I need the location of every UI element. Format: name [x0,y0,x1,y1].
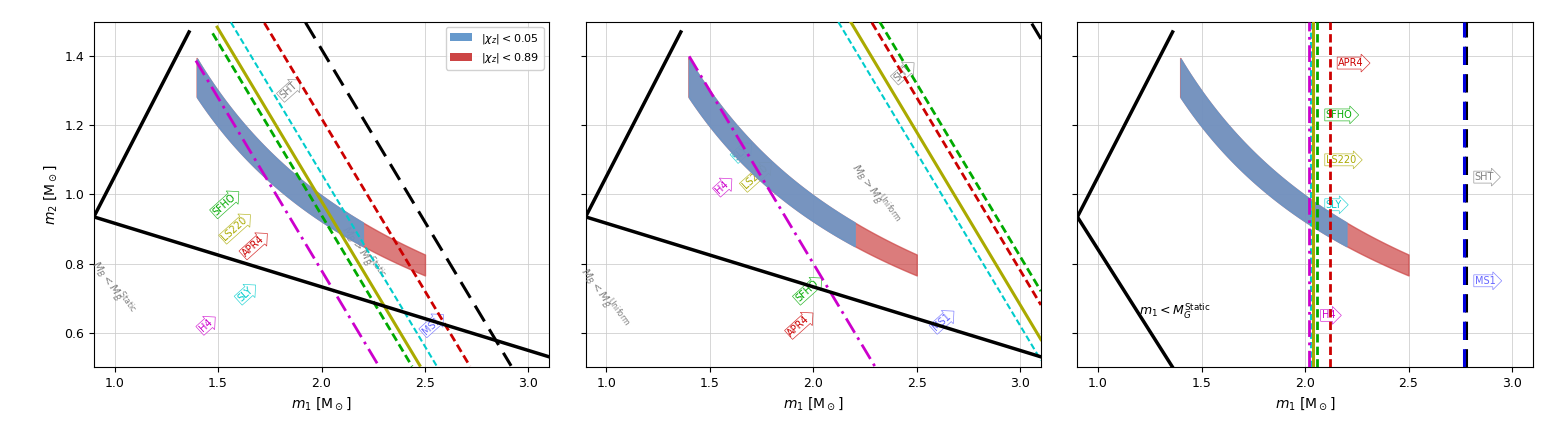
Text: H4: H4 [1322,310,1336,321]
Text: SLY: SLY [732,144,751,162]
Text: MS1: MS1 [421,315,443,337]
Text: SHT: SHT [891,63,913,84]
Text: SLY: SLY [1326,200,1342,210]
Text: SFHO: SFHO [795,279,821,304]
Text: SHT: SHT [1475,172,1494,182]
Text: $M_B > M_B^{\mathrm{Uniform}}$: $M_B > M_B^{\mathrm{Uniform}}$ [846,159,904,229]
X-axis label: $m_1$ [$\mathrm{M}_\odot$]: $m_1$ [$\mathrm{M}_\odot$] [1275,395,1336,412]
Y-axis label: $m_2$ [$\mathrm{M}_\odot$]: $m_2$ [$\mathrm{M}_\odot$] [42,164,58,225]
Text: LS220: LS220 [1326,155,1356,165]
Text: MS1: MS1 [1475,276,1495,286]
Text: SHT: SHT [278,80,299,101]
X-axis label: $m_1$ [$\mathrm{M}_\odot$]: $m_1$ [$\mathrm{M}_\odot$] [291,395,352,412]
Text: LS220: LS220 [741,163,769,191]
Text: H4: H4 [713,179,730,196]
Text: $M_B < M_B^{\mathrm{Uniform}}$: $M_B < M_B^{\mathrm{Uniform}}$ [576,263,633,333]
Text: APR4: APR4 [787,314,812,338]
X-axis label: $m_1$ [$\mathrm{M}_\odot$]: $m_1$ [$\mathrm{M}_\odot$] [784,395,843,412]
Text: APR4: APR4 [241,234,266,258]
Legend: $|\chi_z| < 0.05$, $|\chi_z| < 0.89$: $|\chi_z| < 0.05$, $|\chi_z| < 0.89$ [446,27,544,70]
Text: $M_B > M_B^{\mathrm{Static}}$: $M_B > M_B^{\mathrm{Static}}$ [336,222,389,284]
Text: SLY: SLY [236,286,255,304]
Text: SFHO: SFHO [211,192,238,217]
Text: $m_1 < M_G^{\mathrm{Static}}$: $m_1 < M_G^{\mathrm{Static}}$ [1140,302,1211,321]
Text: APR4: APR4 [1339,58,1364,68]
Text: MS1: MS1 [931,311,952,333]
Text: $M_B < M_B^{\mathrm{Static}}$: $M_B < M_B^{\mathrm{Static}}$ [86,257,139,319]
Text: LS220: LS220 [221,215,249,243]
Text: SFHO: SFHO [1326,110,1353,120]
Text: H4: H4 [197,318,214,334]
